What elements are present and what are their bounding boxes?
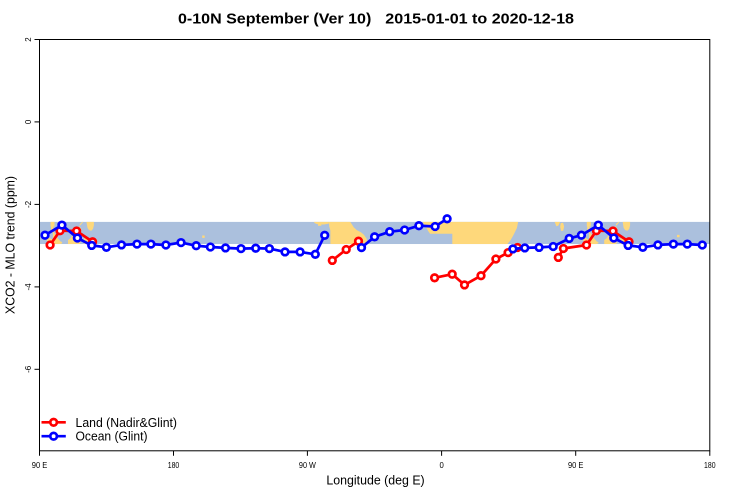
svg-text:0: 0 bbox=[23, 119, 33, 124]
svg-text:90 E: 90 E bbox=[32, 460, 48, 470]
svg-text:Land (Nadir&Glint): Land (Nadir&Glint) bbox=[76, 416, 178, 430]
svg-text:0: 0 bbox=[439, 460, 444, 470]
svg-text:-2: -2 bbox=[23, 200, 33, 208]
svg-text:0-10N September (Ver 10): 0-10N September (Ver 10) bbox=[178, 11, 372, 27]
svg-text:Ocean (Glint): Ocean (Glint) bbox=[76, 430, 148, 444]
svg-text:90 E: 90 E bbox=[568, 460, 584, 470]
svg-text:2: 2 bbox=[23, 37, 33, 42]
svg-text:Longitude (deg E): Longitude (deg E) bbox=[326, 474, 424, 488]
svg-text:180: 180 bbox=[168, 460, 180, 470]
svg-text:180: 180 bbox=[704, 460, 716, 470]
svg-text:2015-01-01 to 2020-12-18: 2015-01-01 to 2020-12-18 bbox=[385, 11, 574, 27]
svg-text:90 W: 90 W bbox=[299, 460, 316, 470]
svg-text:XCO2 - MLO trend (ppm): XCO2 - MLO trend (ppm) bbox=[4, 176, 18, 314]
svg-text:-6: -6 bbox=[23, 365, 33, 373]
svg-text:-4: -4 bbox=[23, 283, 33, 291]
